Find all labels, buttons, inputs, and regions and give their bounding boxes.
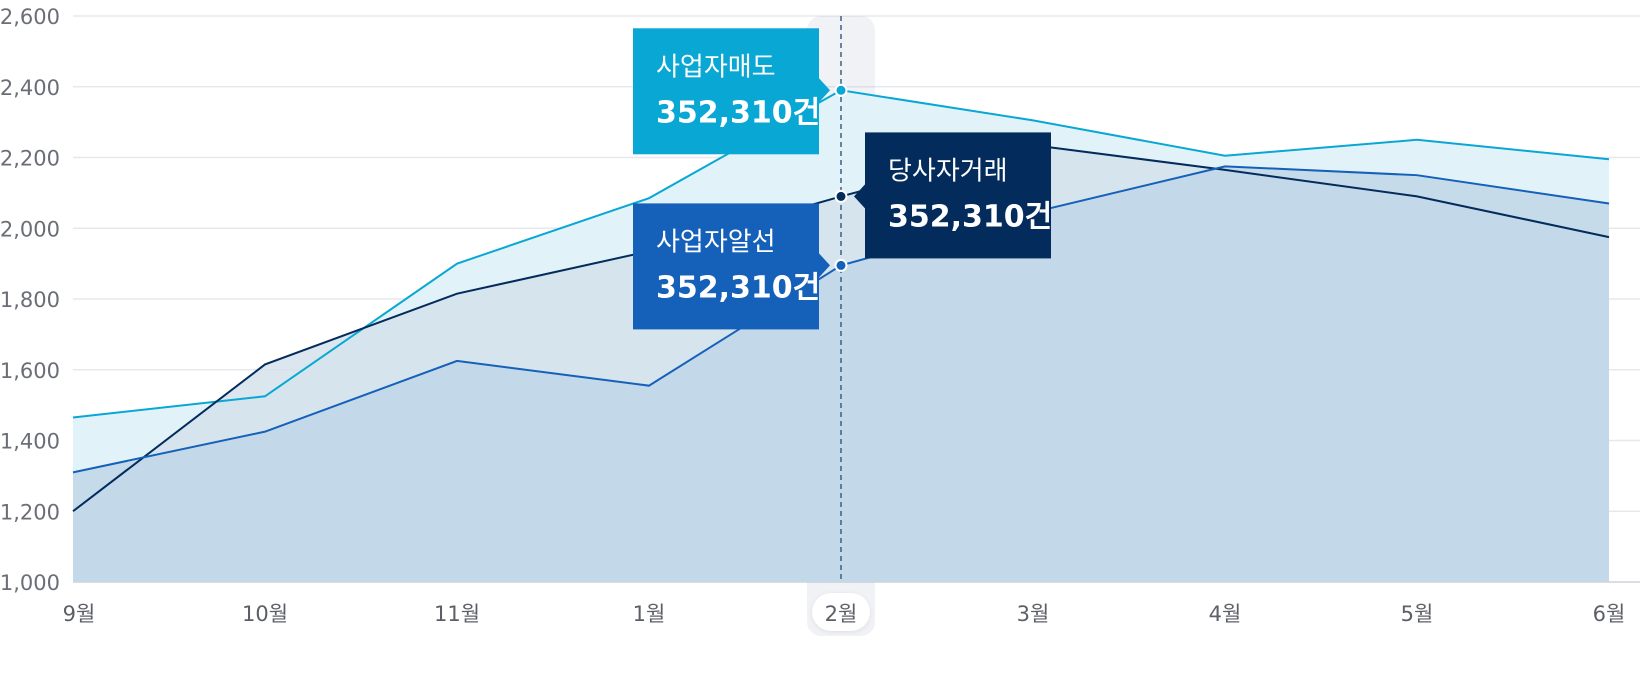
x-tick-label[interactable]: 10월 (242, 602, 288, 626)
tooltip-box (633, 203, 819, 330)
tooltip-pointer (819, 78, 830, 103)
x-axis-ticks[interactable]: 9월 10월 11월 1월 2월 3월 4월 5월 6월 (63, 593, 1626, 631)
tooltip: 사업자매도 352,310건 (633, 28, 830, 155)
y-tick-label: 1,600 (0, 359, 60, 383)
tooltip: 사업자알선 352,310건 (633, 203, 830, 330)
series-area (73, 166, 1609, 582)
y-tick-label: 2,400 (0, 76, 60, 100)
tooltip-box (633, 28, 819, 155)
highlight-points (834, 83, 848, 272)
tooltip-label: 사업자알선 (656, 227, 776, 257)
x-tick-label[interactable]: 4월 (1209, 602, 1242, 626)
tooltip-value: 352,310건 (656, 270, 820, 305)
tooltip-label: 사업자매도 (656, 52, 776, 82)
tooltip-value: 352,310건 (888, 199, 1052, 234)
y-tick-label: 2,600 (0, 5, 60, 29)
tooltip-label: 당사자거래 (888, 156, 1008, 186)
x-tick-highlight-pill (812, 593, 870, 631)
tooltip-pointer (854, 184, 865, 209)
tooltip-box (865, 132, 1051, 259)
tooltip: 당사자거래 352,310건 (854, 132, 1052, 259)
series-areas (73, 90, 1609, 582)
x-tick-label[interactable]: 6월 (1593, 602, 1626, 626)
y-tick-label: 2,000 (0, 217, 60, 241)
y-tick-label: 2,200 (0, 147, 60, 171)
x-tick-label[interactable]: 5월 (1401, 602, 1434, 626)
y-axis-ticks: 1,000 1,200 1,400 1,600 1,800 2,000 2,200 2,400… (0, 5, 60, 595)
highlight-point (834, 258, 848, 272)
x-tick-label[interactable]: 9월 (63, 602, 96, 626)
y-tick-label: 1,000 (0, 571, 60, 595)
y-tick-label: 1,200 (0, 500, 60, 524)
highlight-point (834, 189, 848, 203)
y-tick-label: 1,800 (0, 288, 60, 312)
x-tick-label[interactable]: 1월 (633, 602, 666, 626)
x-tick-label[interactable]: 2월 (825, 602, 858, 626)
x-tick-label[interactable]: 3월 (1017, 602, 1050, 626)
tooltip-pointer (819, 253, 830, 278)
tooltip-value: 352,310건 (656, 95, 820, 130)
y-tick-label: 1,400 (0, 430, 60, 454)
x-tick-label[interactable]: 11월 (434, 602, 480, 626)
highlight-point (834, 83, 848, 97)
